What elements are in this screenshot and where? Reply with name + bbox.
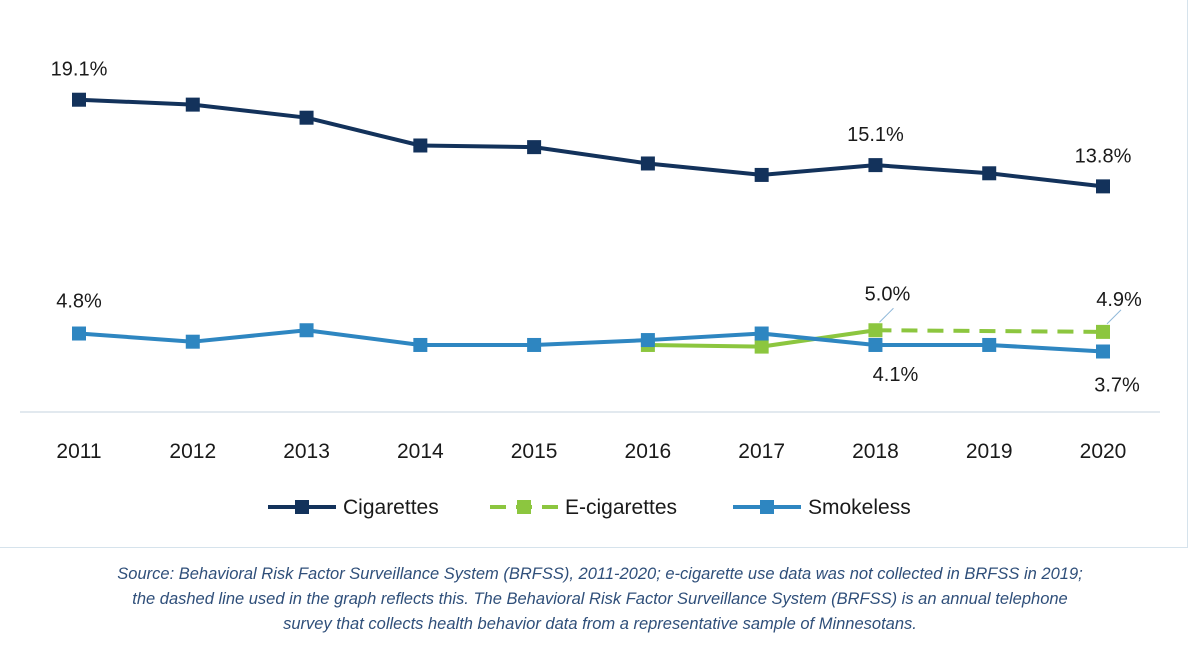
cigarettes-marker-2017 <box>754 167 769 182</box>
legend-label-e-cigarettes: E-cigarettes <box>565 496 677 519</box>
x-tick-label-2015: 2015 <box>511 440 558 463</box>
e-cigarettes-segment-2018-2020 <box>875 328 1104 334</box>
line-chart: 2011 2012 2013 2014 2015 2016 2017 2018 2019 2020… <box>20 59 1160 519</box>
smokeless-segment-2019-2020 <box>989 342 1104 354</box>
x-tick-label-2020: 2020 <box>1080 440 1127 463</box>
smokeless-marker-2011 <box>72 326 86 341</box>
e-cigarettes-marker-2018 <box>868 323 883 338</box>
data-label-e-cigarettes-2018: 5.0% <box>865 283 911 305</box>
cigarettes-segment-2012-2013 <box>192 102 307 120</box>
cigarettes-marker-2013 <box>299 110 314 125</box>
cigarettes-marker-2011 <box>72 92 86 107</box>
x-tick-label-2014: 2014 <box>397 440 444 463</box>
cigarettes-marker-2016 <box>640 156 655 171</box>
x-tick-label-2016: 2016 <box>625 440 672 463</box>
smokeless-marker-2017 <box>754 326 769 341</box>
cigarettes-marker-2012 <box>185 97 200 112</box>
e-cigarettes-segment-2016-2017 <box>647 342 762 349</box>
data-label-cigarettes-2020: 13.8% <box>1075 145 1132 167</box>
cigarettes-segment-2014-2015 <box>420 143 535 150</box>
smokeless-marker-2020 <box>1096 344 1110 359</box>
cigarettes-marker-2019 <box>982 166 997 181</box>
leader-line-e-cigarettes-2020 <box>1106 309 1122 325</box>
smokeless-segment-2015-2016 <box>534 338 648 347</box>
smokeless-segment-2016-2017 <box>647 331 762 343</box>
e-cigarettes-marker-2020 <box>1096 324 1110 339</box>
x-tick-label-2017: 2017 <box>738 440 785 463</box>
legend-marker-smokeless <box>760 500 774 514</box>
smokeless-marker-2016 <box>640 333 655 348</box>
smokeless-marker-2015 <box>527 337 542 352</box>
x-tick-label-2019: 2019 <box>966 440 1013 463</box>
data-label-smokeless-2020: 3.7% <box>1094 375 1140 397</box>
smokeless-segment-2012-2013 <box>192 328 307 344</box>
cigarettes-marker-2018 <box>868 158 883 173</box>
cigarettes-marker-2020 <box>1096 179 1110 194</box>
legend-marker-e-cigarettes <box>517 500 531 514</box>
source-note-line-1: Source: Behavioral Risk Factor Surveilla… <box>117 565 1083 583</box>
x-tick-label-2013: 2013 <box>283 440 330 463</box>
cigarettes-segment-2015-2016 <box>533 145 649 166</box>
smokeless-segment-2011-2012 <box>78 331 193 344</box>
cigarettes-segment-2016-2017 <box>647 161 762 177</box>
source-note-line-2: the dashed line used in the graph reflec… <box>132 590 1068 608</box>
smokeless-marker-2014 <box>413 337 428 352</box>
smokeless-marker-2018 <box>868 337 883 352</box>
leader-line-e-cigarettes-2018 <box>879 307 894 323</box>
cigarettes-segment-2019-2020 <box>988 171 1104 189</box>
cigarettes-segment-2017-2018 <box>761 163 876 177</box>
source-note-line-3: survey that collects health behavior dat… <box>283 615 917 633</box>
legend-marker-cigarettes <box>295 500 309 514</box>
data-label-cigarettes-2011: 19.1% <box>51 59 108 81</box>
data-label-smokeless-2011: 4.8% <box>56 291 102 313</box>
smokeless-marker-2012 <box>185 334 200 349</box>
e-cigarettes-marker-2017 <box>754 339 769 354</box>
cigarettes-segment-2013-2014 <box>306 115 421 148</box>
smokeless-segment-2017-2018 <box>761 331 876 347</box>
x-tick-label-2011: 2011 <box>56 440 101 463</box>
cigarettes-marker-2015 <box>527 140 542 155</box>
smokeless-marker-2013 <box>299 323 314 338</box>
legend-label-smokeless: Smokeless <box>808 496 911 519</box>
chart-frame: 2011 2012 2013 2014 2015 2016 2017 2018 2019 2020… <box>0 0 1188 548</box>
x-tick-label-2018: 2018 <box>852 440 899 463</box>
data-label-smokeless-2018: 4.1% <box>873 364 919 386</box>
source-note: Source: Behavioral Risk Factor Surveilla… <box>0 562 1200 637</box>
cigarettes-segment-2018-2019 <box>875 163 990 176</box>
smokeless-marker-2019 <box>982 337 997 352</box>
cigarettes-segment-2011-2012 <box>78 97 193 107</box>
cigarettes-marker-2014 <box>413 138 428 153</box>
data-label-e-cigarettes-2020: 4.9% <box>1096 289 1142 311</box>
data-label-cigarettes-2018: 15.1% <box>847 124 904 146</box>
legend-label-cigarettes: Cigarettes <box>343 496 439 519</box>
x-tick-label-2012: 2012 <box>169 440 216 463</box>
smokeless-segment-2013-2014 <box>306 328 421 347</box>
